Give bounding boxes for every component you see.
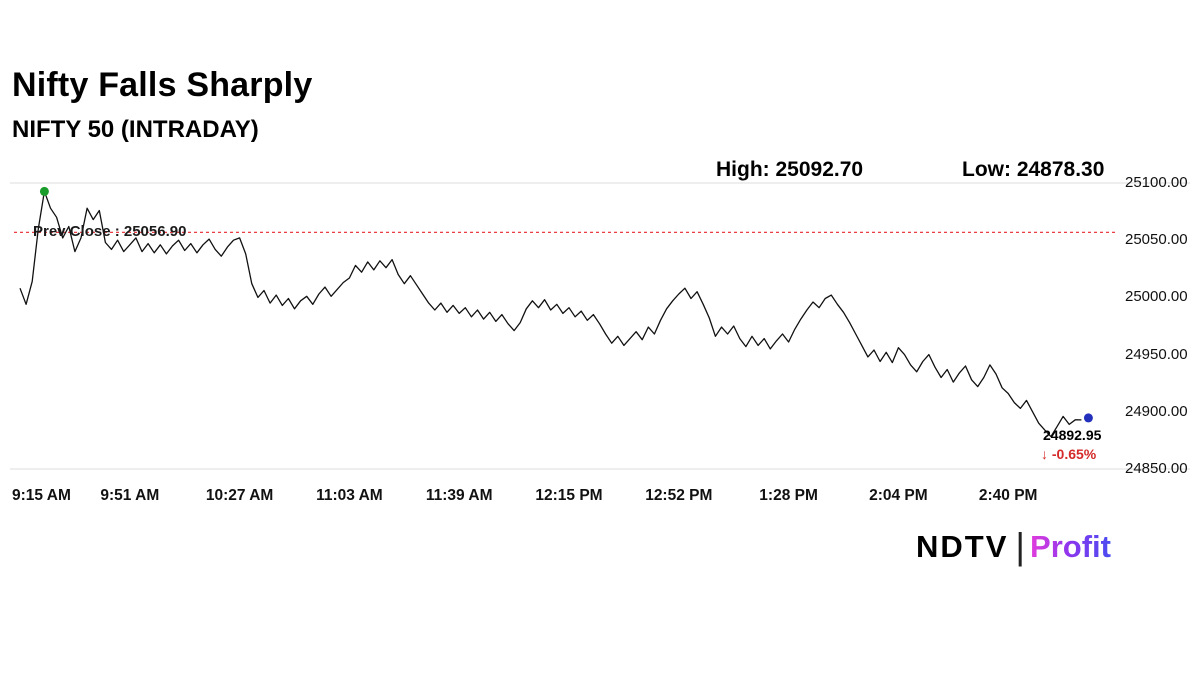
page-title: Nifty Falls Sharply <box>12 66 313 104</box>
last-price-dot <box>1083 413 1093 423</box>
change-percent-label: ↓ -0.65% <box>1041 446 1097 462</box>
ndtv-logo-text: NDTV <box>916 528 1009 564</box>
x-axis-label: 11:39 AM <box>425 487 493 504</box>
logo-separator: | <box>1015 526 1026 567</box>
x-axis-label: 2:04 PM <box>869 487 928 504</box>
last-price-label: 24892.95 <box>1043 427 1102 443</box>
y-axis-label: 25000.00 <box>1125 288 1188 306</box>
low-value-label: Low: 24878.30 <box>962 158 1105 181</box>
y-axis-label: 25100.00 <box>1125 174 1188 191</box>
x-axis-label: 1:28 PM <box>759 487 818 504</box>
x-axis-label: 9:51 AM <box>100 487 160 504</box>
x-axis-label: 12:52 PM <box>645 487 713 504</box>
ndtv-profit-logo: NDTV | Profit <box>916 528 1111 565</box>
price-line <box>19 190 1082 438</box>
y-axis-label: 24900.00 <box>1125 402 1188 420</box>
y-axis-label: 24950.00 <box>1125 345 1188 363</box>
y-axis-label: 24850.00 <box>1125 460 1188 477</box>
x-axis-label: 10:27 AM <box>205 487 274 504</box>
high-value-label: High: 25092.70 <box>716 158 864 181</box>
x-axis-label: 11:03 AM <box>316 487 383 504</box>
profit-logo-text: Profit <box>1030 528 1111 564</box>
session-high-dot <box>39 186 49 196</box>
x-axis-label: 2:40 PM <box>978 487 1038 504</box>
x-axis-label: 12:15 PM <box>535 487 603 504</box>
prev-close-label: Prev Close : 25056.90 <box>33 223 187 240</box>
y-axis-label: 25050.00 <box>1125 231 1188 249</box>
x-axis-label: 9:15 AM <box>12 487 71 504</box>
chart-subtitle: NIFTY 50 (INTRADAY) <box>12 116 259 143</box>
